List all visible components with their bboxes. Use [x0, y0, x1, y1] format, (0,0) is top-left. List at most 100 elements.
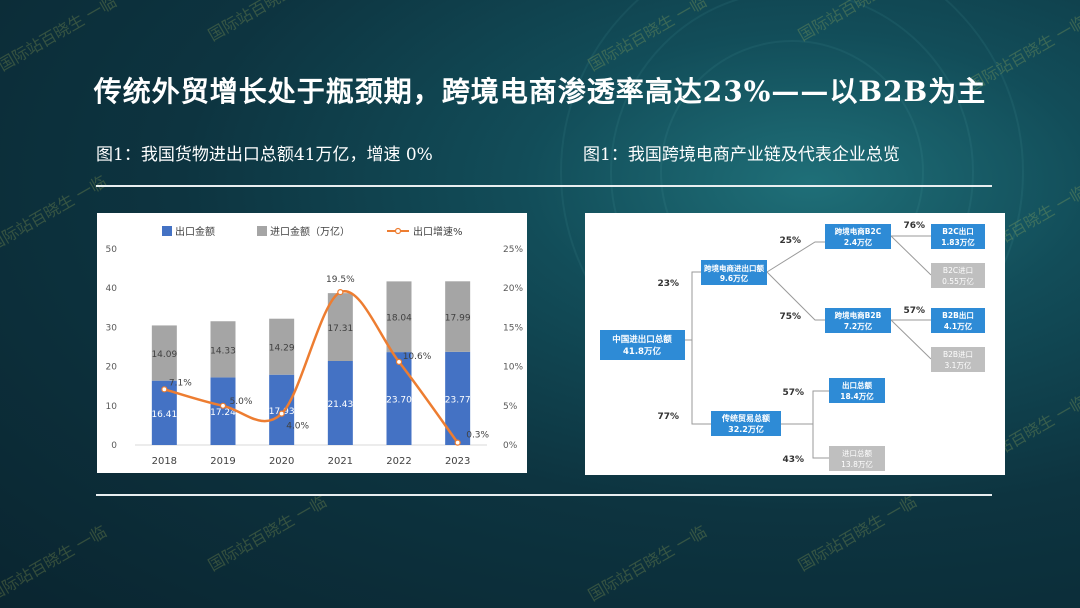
- growth-data-label: 5.0%: [230, 397, 253, 407]
- flow-percents: 23% 77% 25% 75% 76% 57% 57% 43%: [657, 221, 925, 465]
- y2-tick-label: 20%: [503, 284, 523, 294]
- y2-tick-label: 0%: [503, 441, 518, 451]
- flow-node-label: 跨境电商B2B: [835, 310, 882, 320]
- import-data-label: 14.09: [151, 350, 177, 360]
- flow-node-value: 2.4万亿: [844, 237, 873, 247]
- legend-swatch: [162, 226, 172, 236]
- flow-connectors: [685, 235, 932, 459]
- y2-tick-label: 25%: [503, 245, 523, 255]
- growth-data-label: 19.5%: [326, 275, 355, 285]
- percent-trad: 77%: [657, 412, 679, 422]
- slide-title: 传统外贸增长处于瓶颈期，跨境电商渗透率高达23%——以B2B为主: [93, 75, 987, 108]
- connector-ecom-b2c: [766, 241, 825, 273]
- flow-node-label: 出口总额: [842, 380, 872, 390]
- y2-tick-label: 10%: [503, 363, 523, 373]
- percent-trad-exp: 57%: [782, 388, 804, 398]
- growth-point: [395, 358, 403, 365]
- legend-label: 进口金额（万亿）: [270, 225, 350, 238]
- import-data-label: 18.04: [386, 314, 412, 324]
- flow-node-value: 3.1万亿: [945, 360, 972, 370]
- y-tick-label: 50: [106, 245, 118, 255]
- growth-point: [278, 410, 285, 417]
- import-data-label: 14.29: [269, 344, 295, 354]
- percent-b2c: 25%: [779, 236, 801, 246]
- export-data-label: 17.24: [210, 408, 236, 418]
- ecommerce-flow-diagram: 23% 77% 25% 75% 76% 57% 57% 43% 中国进出口总额 …: [600, 221, 985, 471]
- percent-ecom: 23%: [657, 279, 679, 289]
- connector-total-ecom: [685, 271, 701, 341]
- flow-node-b2c-export: B2C出口 1.83万亿: [931, 224, 985, 249]
- export-data-label: 23.70: [386, 396, 412, 406]
- growth-line: [163, 290, 459, 444]
- watermark: 国际站百晓生 一临: [204, 0, 330, 45]
- divider-top: [96, 185, 992, 187]
- import-data-label: 17.99: [445, 314, 471, 324]
- flow-node-b2c-import: B2C进口 0.55万亿: [931, 263, 985, 288]
- x-tick-label: 2018: [152, 456, 177, 467]
- percent-b2b-exp: 57%: [903, 306, 925, 316]
- connector-b2b-imp: [890, 319, 932, 360]
- export-bar: [210, 377, 236, 445]
- y2-tick-label: 5%: [503, 402, 518, 412]
- ecommerce-flow-panel: 23% 77% 25% 75% 76% 57% 57% 43% 中国进出口总额 …: [585, 213, 1005, 475]
- x-tick-label: 2021: [328, 456, 353, 467]
- watermark: 国际站百晓生 一临: [794, 491, 920, 575]
- flow-node-value: 9.6万亿: [720, 273, 749, 283]
- growth-data-label: 4.0%: [286, 422, 309, 432]
- x-tick-label: 2020: [269, 456, 294, 467]
- flow-node-label: B2B进口: [943, 350, 973, 359]
- flow-node-value: 7.2万亿: [844, 321, 873, 331]
- flow-node-trad-export: 出口总额 18.4万亿: [829, 378, 885, 403]
- export-bar: [327, 360, 353, 445]
- y-tick-label: 20: [106, 363, 118, 373]
- export-data-label: 16.41: [151, 410, 177, 420]
- import-bar: [269, 318, 295, 375]
- trade-chart: 0 10 20 30 40 50 0% 5% 10% 15% 20% 25% 2018 2019 2020 2…: [106, 225, 524, 467]
- growth-data-label: 0.3%: [466, 431, 489, 441]
- growth-data-label: 10.6%: [403, 352, 432, 362]
- export-bar: [386, 352, 412, 445]
- flow-node-value: 18.4万亿: [840, 391, 874, 401]
- percent-b2b: 75%: [779, 312, 801, 322]
- flow-node-ecom: 跨境电商进出口额 9.6万亿: [701, 260, 767, 285]
- flow-caption: 图1：我国跨境电商产业链及代表企业总览: [583, 145, 900, 165]
- flow-node-value: 4.1万亿: [944, 321, 973, 331]
- flow-node-value: 0.55万亿: [942, 276, 974, 286]
- connector-b2c-imp: [890, 235, 932, 276]
- y2-tick-label: 15%: [503, 323, 523, 333]
- flow-node-b2b: 跨境电商B2B 7.2万亿: [825, 308, 891, 333]
- flow-node-value: 1.83万亿: [941, 237, 975, 247]
- connector-total-trad: [685, 339, 711, 425]
- divider-bottom: [96, 494, 992, 496]
- import-bar: [327, 293, 353, 361]
- y-tick-label: 30: [106, 323, 118, 333]
- flow-node-label: B2B出口: [942, 310, 974, 320]
- legend-swatch: [257, 226, 267, 236]
- export-bar: [269, 374, 295, 445]
- growth-point: [454, 439, 461, 446]
- percent-trad-imp: 43%: [782, 455, 804, 465]
- growth-point: [337, 289, 344, 296]
- flow-node-label: 中国进出口总额: [612, 334, 672, 345]
- flow-node-value: 41.8万亿: [623, 346, 661, 357]
- y-tick-label: 40: [106, 284, 118, 294]
- y-tick-label: 0: [111, 441, 117, 451]
- watermark: 国际站百晓生 一临: [0, 521, 110, 605]
- flow-node-label: 跨境电商B2C: [835, 226, 882, 236]
- connector-trad-imp: [781, 423, 829, 459]
- export-data-label: 21.43: [327, 400, 353, 410]
- flow-node-label: B2C出口: [942, 226, 973, 236]
- y-tick-label: 10: [106, 402, 118, 412]
- x-tick-label: 2023: [445, 456, 470, 467]
- watermark: 国际站百晓生 一临: [204, 491, 330, 575]
- flow-node-label: 进口总额: [842, 448, 872, 458]
- flow-node-trad-import: 进口总额 13.8万亿: [829, 446, 885, 471]
- import-bar: [445, 281, 471, 352]
- flow-node-b2b-import: B2B进口 3.1万亿: [931, 347, 985, 372]
- import-bar: [386, 281, 412, 353]
- import-data-label: 14.33: [210, 346, 236, 356]
- watermark: 国际站百晓生 一临: [0, 171, 110, 255]
- flow-node-total: 中国进出口总额 41.8万亿: [600, 330, 685, 360]
- flow-node-value: 13.8万亿: [841, 459, 873, 469]
- x-tick-label: 2022: [386, 456, 411, 467]
